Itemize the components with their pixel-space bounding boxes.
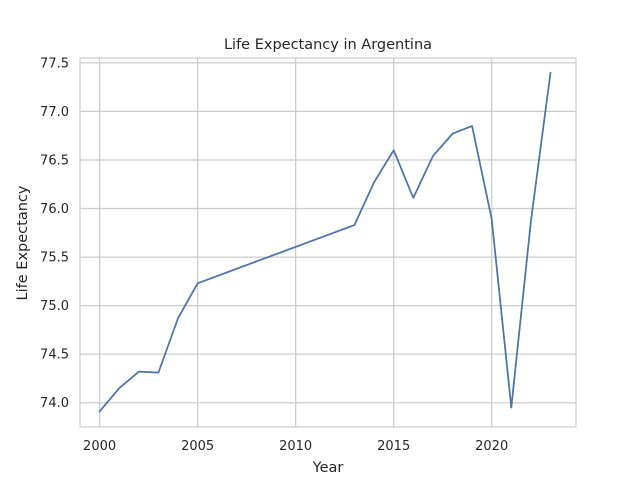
x-tick-labels: 2000 2005 2010 2015 2020 <box>83 439 508 454</box>
y-tick-label: 76.5 <box>40 153 69 168</box>
y-tick-label: 75.0 <box>40 299 69 314</box>
x-tick-label: 2020 <box>475 439 508 454</box>
x-tick-label: 2000 <box>83 439 116 454</box>
x-tick-label: 2015 <box>377 439 410 454</box>
y-tick-label: 74.5 <box>40 348 69 363</box>
y-tick-label: 75.5 <box>40 251 69 266</box>
y-tick-label: 76.0 <box>40 202 69 217</box>
x-tick-label: 2005 <box>181 439 214 454</box>
plot-frame <box>79 57 577 428</box>
grid <box>80 58 576 427</box>
series-group <box>98 71 552 413</box>
y-tick-label: 77.0 <box>40 105 69 120</box>
y-tick-label: 74.0 <box>40 396 69 411</box>
y-tick-labels: 74.0 74.5 75.0 75.5 76.0 76.5 77.0 77.5 <box>40 56 69 411</box>
y-tick-label: 77.5 <box>40 56 69 71</box>
chart-title: Life Expectancy in Argentina <box>224 37 432 53</box>
x-tick-label: 2010 <box>279 439 312 454</box>
y-axis-label: Life Expectancy <box>15 185 31 300</box>
series-line <box>98 71 552 413</box>
x-axis-label: Year <box>312 460 344 476</box>
